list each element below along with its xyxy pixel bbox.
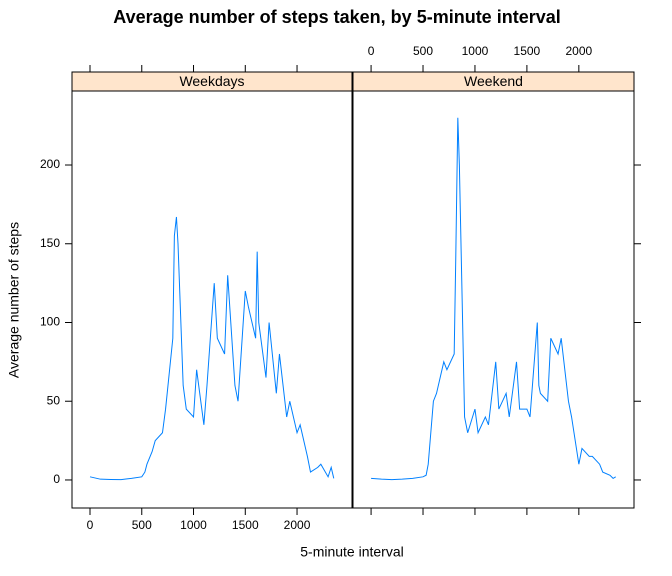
data-line — [89, 216, 335, 481]
y-axis-label: Average number of steps — [6, 222, 22, 378]
panel — [71, 90, 353, 509]
x-tick-label: 1000 — [180, 518, 207, 532]
y-tick-label: 150 — [40, 236, 60, 250]
y-tick-label: 50 — [47, 393, 61, 407]
x-axis-label: 5-minute interval — [300, 544, 404, 560]
chart-title: Average number of steps taken, by 5-minu… — [113, 7, 560, 27]
x-tick-label: 1500 — [514, 44, 541, 58]
y-tick-label: 200 — [40, 157, 60, 171]
x-tick-label: 500 — [413, 44, 433, 58]
x-tick-label: 2000 — [284, 518, 311, 532]
y-tick-label: 0 — [53, 472, 60, 486]
panel — [352, 90, 635, 509]
x-tick-label: 0 — [87, 518, 94, 532]
x-tick-label: 0 — [368, 44, 375, 58]
x-tick-label: 1000 — [462, 44, 489, 58]
strip-label: Weekdays — [179, 73, 244, 89]
x-tick-label: 2000 — [565, 44, 592, 58]
x-tick-label: 500 — [132, 518, 152, 532]
data-line — [371, 117, 616, 481]
strip-label: Weekend — [464, 73, 523, 89]
x-tick-label: 1500 — [232, 518, 259, 532]
y-tick-label: 100 — [40, 315, 60, 329]
